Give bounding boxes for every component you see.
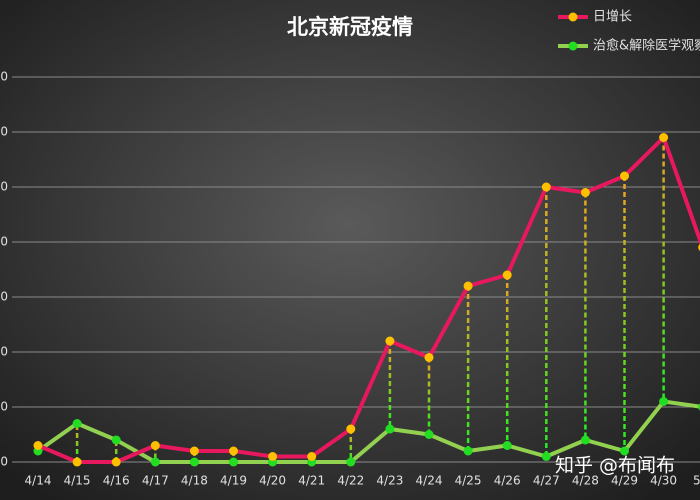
y-tick-label: 20 xyxy=(0,345,8,359)
point xyxy=(385,424,395,434)
point xyxy=(580,435,590,445)
point xyxy=(189,446,199,456)
point xyxy=(111,457,121,467)
x-tick-label: 4/26 xyxy=(494,474,521,488)
x-tick-label: 4/25 xyxy=(455,474,482,488)
x-tick-label: 4/20 xyxy=(259,474,286,488)
point xyxy=(580,188,590,197)
point xyxy=(268,452,278,461)
point xyxy=(346,457,356,467)
x-tick-label: 4/24 xyxy=(416,474,443,488)
x-tick-label: 4/30 xyxy=(650,474,677,488)
x-tick-label: 4/18 xyxy=(181,474,208,488)
x-tick-label: 4/29 xyxy=(611,474,638,488)
y-tick-label: 10 xyxy=(0,400,8,414)
point xyxy=(424,353,434,362)
watermark: 知乎 @布闻布 xyxy=(555,455,675,477)
x-tick-label: 4/22 xyxy=(337,474,364,488)
y-tick-label: 70 xyxy=(0,70,8,84)
point xyxy=(72,457,82,467)
point xyxy=(659,397,669,406)
x-tick-label: 4/19 xyxy=(220,474,247,488)
point xyxy=(620,171,629,181)
x-tick-label: 4/27 xyxy=(533,474,560,488)
y-tick-label: 0 xyxy=(0,455,8,469)
point xyxy=(150,441,160,450)
point xyxy=(424,430,434,439)
point xyxy=(541,182,551,192)
x-tick-label: 4/15 xyxy=(64,474,91,488)
point xyxy=(502,441,512,450)
point xyxy=(111,435,121,445)
point xyxy=(620,446,629,456)
point xyxy=(463,281,473,291)
legend-marker xyxy=(568,41,578,51)
point xyxy=(229,457,238,467)
x-tick-label: 5/1 xyxy=(693,474,700,488)
y-tick-label: 50 xyxy=(0,180,8,194)
chart-title: 北京新冠疫情 xyxy=(287,15,413,39)
point xyxy=(72,419,82,428)
point xyxy=(150,457,160,467)
y-tick-label: 40 xyxy=(0,235,8,249)
point xyxy=(189,457,199,467)
point xyxy=(463,446,473,456)
point xyxy=(33,441,43,450)
point xyxy=(659,133,669,142)
point xyxy=(229,446,238,456)
point xyxy=(307,452,317,461)
legend-label: 日增长 xyxy=(593,10,632,25)
x-tick-label: 4/21 xyxy=(298,474,325,488)
x-tick-label: 4/23 xyxy=(376,474,403,488)
point xyxy=(346,424,356,434)
point xyxy=(541,452,551,461)
series-line xyxy=(36,399,700,464)
x-tick-label: 4/17 xyxy=(142,474,169,488)
x-tick-label: 4/28 xyxy=(572,474,599,488)
y-tick-label: 30 xyxy=(0,290,8,304)
legend-marker xyxy=(568,12,578,22)
point xyxy=(502,270,512,280)
x-tick-label: 4/16 xyxy=(103,474,130,488)
legend-label: 治愈&解除医学观察 xyxy=(593,38,700,54)
x-tick-label: 4/14 xyxy=(25,474,52,488)
point xyxy=(385,336,395,346)
y-tick-label: 60 xyxy=(0,125,8,139)
series-line xyxy=(37,135,700,464)
